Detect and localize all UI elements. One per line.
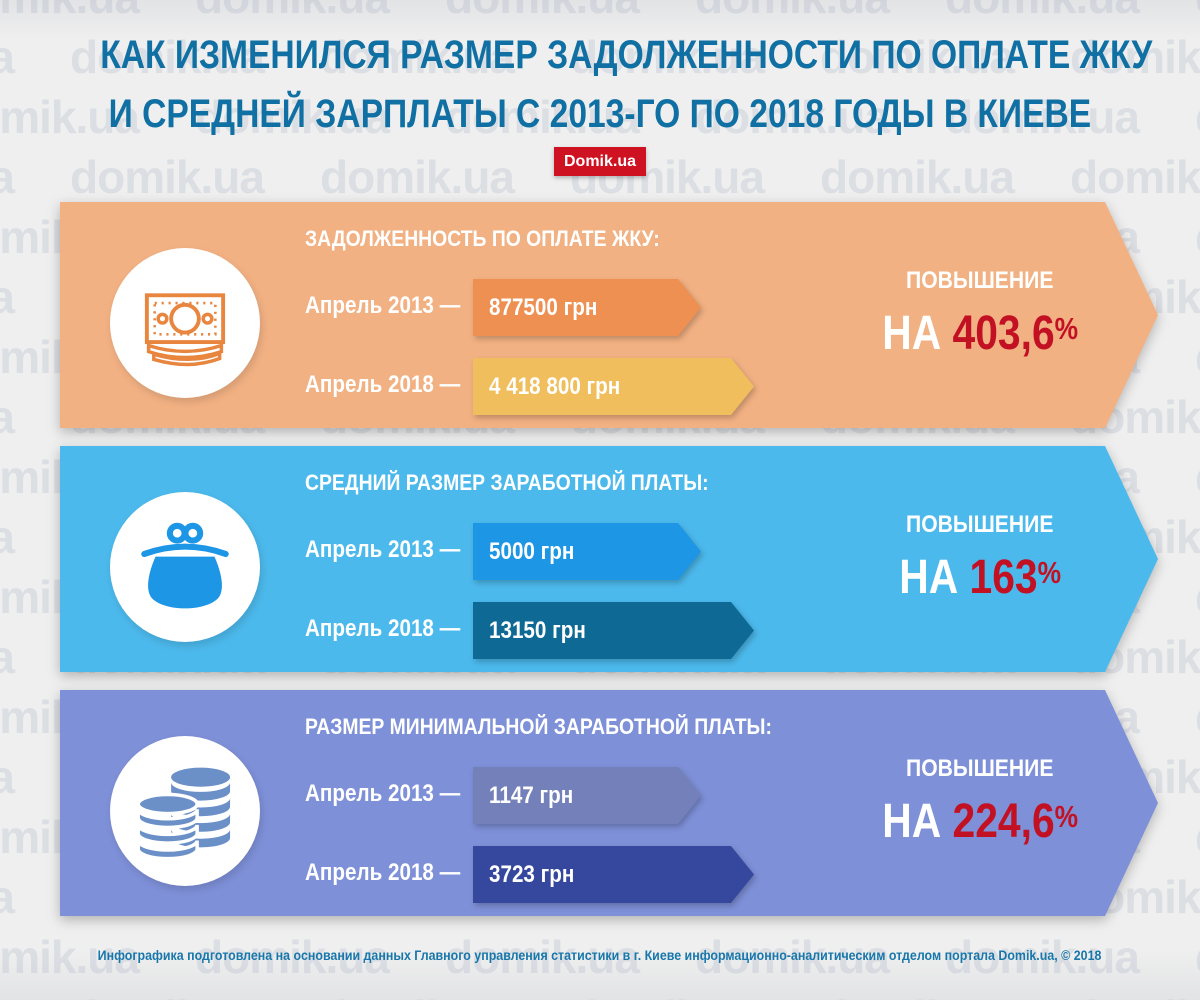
- watermark-text: domik.ua: [570, 31, 765, 83]
- watermark-text: domik.ua: [70, 990, 265, 1000]
- watermark-text: domik.ua: [445, 0, 640, 24]
- watermark-text: domik.ua: [945, 91, 1140, 143]
- panel-avg-salary-title: СРЕДНИЙ РАЗМЕР ЗАРАБОТНОЙ ПЛАТЫ:: [305, 470, 709, 495]
- panel-min-salary: РАЗМЕР МИНИМАЛЬНОЙ ЗАРАБОТНОЙ ПЛАТЫ: Апр…: [60, 690, 1158, 916]
- watermark-text: domik.ua: [0, 990, 15, 1000]
- panel-min-salary-title: РАЗМЕР МИНИМАЛЬНОЙ ЗАРАБОТНОЙ ПЛАТЫ:: [305, 714, 772, 739]
- purse-icon: [110, 492, 260, 642]
- watermark-text: domik.ua: [1195, 930, 1200, 984]
- watermark-text: domik.ua: [0, 511, 15, 563]
- watermark-text: domik.ua: [195, 91, 390, 143]
- panel-debt-arrow: ЗАДОЛЖЕННОСТЬ ПО ОПЛАТЕ ЖКУ: Апрель 2013…: [60, 202, 1158, 428]
- watermark-text: domik.ua: [695, 931, 890, 983]
- increase-label: ПОВЫШЕНИЕ: [906, 267, 1054, 294]
- watermark-text: domik.ua: [0, 0, 140, 24]
- row-label-2013: Апрель 2013 —: [305, 292, 461, 319]
- watermark-text: domik.ua: [945, 931, 1140, 983]
- watermark-text: domik.ua: [320, 151, 515, 203]
- watermark-text: domik.ua: [695, 91, 890, 143]
- bar-min-2018: 3723 грн: [473, 846, 754, 903]
- watermark-text: domik.ua: [1195, 570, 1200, 624]
- credit-line: Инфографика подготовлена на основании да…: [98, 948, 1102, 963]
- watermark-text: domik.ua: [1070, 31, 1200, 83]
- panel-debt-title: ЗАДОЛЖЕННОСТЬ ПО ОПЛАТЕ ЖКУ:: [305, 226, 660, 251]
- watermark-text: domik.ua: [1195, 810, 1200, 864]
- page-title: КАК ИЗМЕНИЛСЯ РАЗМЕР ЗАДОЛЖЕННОСТИ ПО ОП…: [0, 30, 1200, 148]
- watermark-text: domik.ua: [1195, 210, 1200, 264]
- watermark-text: domik.ua: [1195, 90, 1200, 144]
- increase-value: НА 163%: [899, 551, 1061, 604]
- panel-avg-salary: СРЕДНИЙ РАЗМЕР ЗАРАБОТНОЙ ПЛАТЫ: Апрель …: [60, 446, 1158, 672]
- watermark-text: domik.ua: [70, 151, 265, 203]
- banknote-icon: [110, 248, 260, 398]
- watermark-text: domik.ua: [0, 631, 15, 683]
- watermark-text: domik.ua: [195, 931, 390, 983]
- watermark-text: domik.ua: [820, 990, 1015, 1000]
- watermark-text: domik.ua: [0, 31, 15, 83]
- watermark-text: domik.ua: [570, 990, 765, 1000]
- watermark-text: domik.ua: [0, 871, 15, 923]
- watermark-text: domik.ua: [1195, 690, 1200, 744]
- bar-debt-2018: 4 418 800 грн: [473, 358, 754, 415]
- row-label-2018: Апрель 2018 —: [305, 615, 461, 642]
- watermark-text: domik.ua: [695, 0, 890, 24]
- watermark-text: domik.ua: [1195, 450, 1200, 504]
- domik-logo: Domik.ua: [553, 147, 647, 176]
- bar-min-2013: 1147 грн: [473, 767, 701, 824]
- increase-value: НА 403,6%: [882, 307, 1078, 360]
- increase-block: ПОВЫШЕНИЕ НА 403,6%: [795, 268, 1165, 371]
- row-label-2013: Апрель 2013 —: [305, 536, 461, 563]
- panel-avg-salary-arrow: СРЕДНИЙ РАЗМЕР ЗАРАБОТНОЙ ПЛАТЫ: Апрель …: [60, 446, 1158, 672]
- watermark-text: domik.ua: [820, 151, 1015, 203]
- bar-avg-2018: 13150 грн: [473, 602, 754, 659]
- increase-label: ПОВЫШЕНИЕ: [906, 511, 1054, 538]
- watermark-text: domik.ua: [445, 91, 640, 143]
- watermark-text: domik.ua: [0, 151, 15, 203]
- watermark-text: domik.ua: [445, 931, 640, 983]
- watermark-text: domik.ua: [0, 391, 15, 443]
- row-label-2013: Апрель 2013 —: [305, 780, 461, 807]
- watermark-text: domik.ua: [0, 751, 15, 803]
- coins-icon: [110, 736, 260, 886]
- watermark-text: domik.ua: [320, 990, 515, 1000]
- watermark-text: domik.ua: [820, 31, 1015, 83]
- watermark-text: domik.ua: [70, 31, 265, 83]
- watermark-text: domik.ua: [0, 271, 15, 323]
- page-title-line1: КАК ИЗМЕНИЛСЯ РАЗМЕР ЗАДОЛЖЕННОСТИ ПО ОП…: [100, 33, 1153, 77]
- panel-min-salary-arrow: РАЗМЕР МИНИМАЛЬНОЙ ЗАРАБОТНОЙ ПЛАТЫ: Апр…: [60, 690, 1158, 916]
- increase-label: ПОВЫШЕНИЕ: [906, 755, 1054, 782]
- page-title-line2: И СРЕДНЕЙ ЗАРПЛАТЫ С 2013-ГО ПО 2018 ГОД…: [108, 92, 1092, 136]
- watermark-text: domik.ua: [195, 0, 390, 24]
- row-label-2018: Апрель 2018 —: [305, 859, 461, 886]
- watermark-text: domik.ua: [1070, 990, 1200, 1000]
- watermark-text: domik.ua: [945, 0, 1140, 24]
- increase-block: ПОВЫШЕНИЕ НА 224,6%: [795, 756, 1165, 859]
- increase-value: НА 224,6%: [882, 795, 1078, 848]
- watermark-text: domik.ua: [0, 931, 140, 983]
- row-label-2018: Апрель 2018 —: [305, 371, 461, 398]
- bar-avg-2013: 5000 грн: [473, 523, 701, 580]
- watermark-text: domik.ua: [1070, 151, 1200, 203]
- increase-block: ПОВЫШЕНИЕ НА 163%: [795, 512, 1165, 615]
- watermark-text: domik.ua: [1195, 0, 1200, 24]
- watermark-text: domik.ua: [320, 31, 515, 83]
- panel-debt: ЗАДОЛЖЕННОСТЬ ПО ОПЛАТЕ ЖКУ: Апрель 2013…: [60, 202, 1158, 428]
- bar-debt-2013: 877500 грн: [473, 279, 701, 336]
- watermark-text: domik.ua: [0, 91, 140, 143]
- watermark-text: domik.ua: [1195, 330, 1200, 384]
